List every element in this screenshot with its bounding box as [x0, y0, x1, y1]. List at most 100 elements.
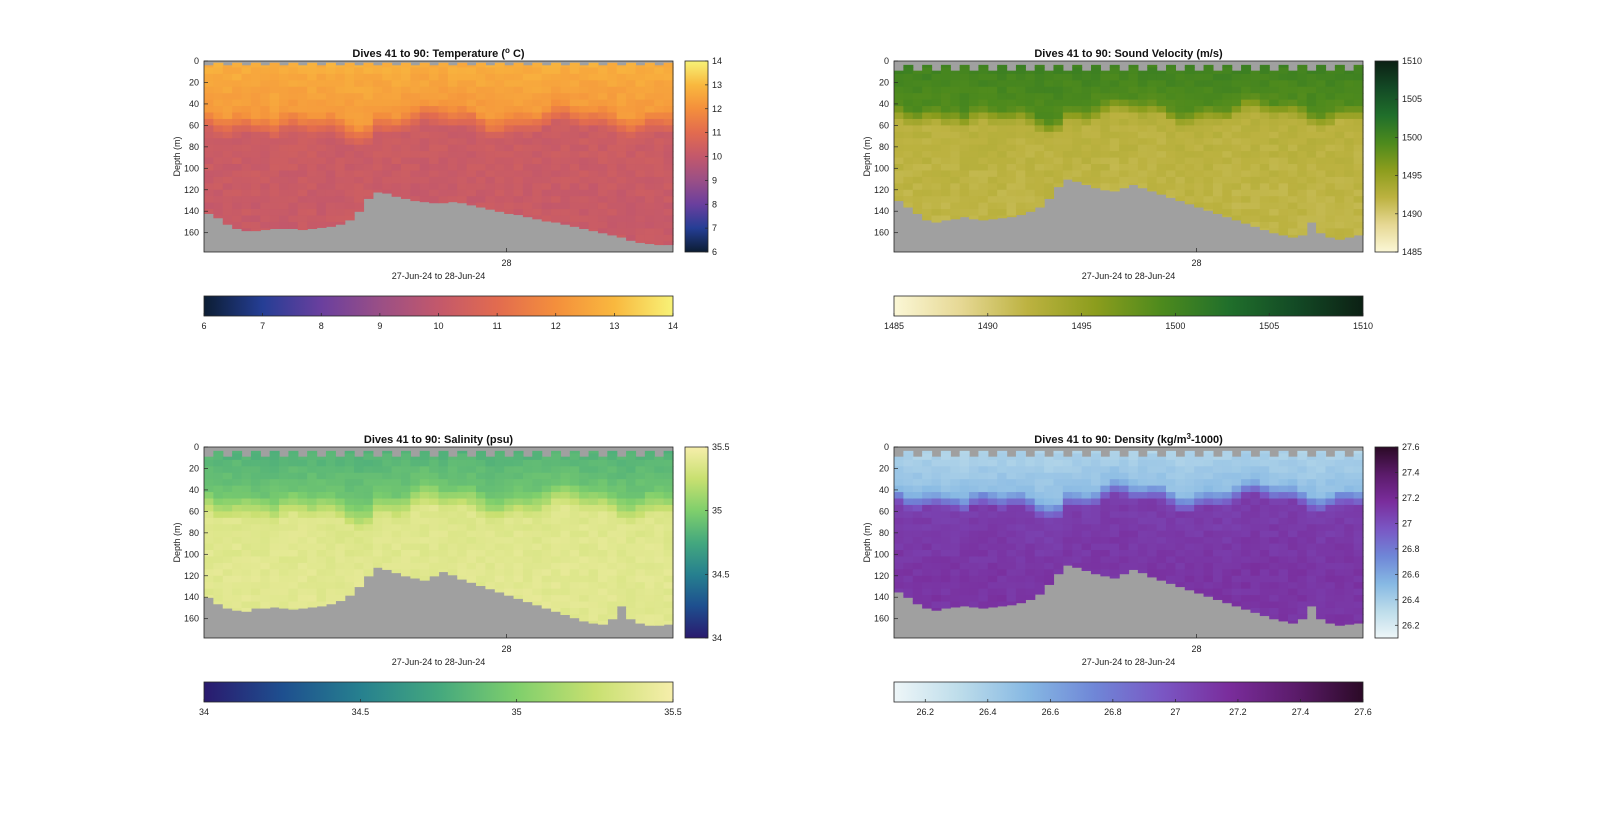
heatmap-cell — [551, 492, 562, 500]
heatmap-cell — [626, 530, 637, 538]
heatmap-cell — [940, 459, 951, 467]
heatmap-cell — [1015, 459, 1026, 467]
heatmap-cell — [903, 459, 914, 467]
heatmap-cell — [363, 479, 374, 487]
heatmap-cell — [335, 562, 346, 570]
heatmap-cell — [1353, 157, 1364, 165]
heatmap-cell — [1203, 588, 1214, 596]
heatmap-cell — [560, 504, 571, 512]
heatmap-cell — [1250, 472, 1261, 480]
heatmap-cell — [959, 99, 970, 107]
heatmap-cell — [438, 485, 449, 493]
heatmap-cell — [1259, 183, 1270, 191]
heatmap-cell — [1194, 459, 1205, 467]
heatmap-cell — [588, 93, 599, 101]
heatmap-cell — [950, 456, 961, 461]
heatmap-cell — [579, 196, 590, 204]
heatmap-cell — [1184, 189, 1195, 197]
heatmap-cell — [1231, 157, 1242, 165]
heatmap-cell — [494, 176, 505, 184]
heatmap-cell — [635, 164, 646, 172]
heatmap-cell — [429, 93, 440, 101]
heatmap-cell — [1090, 93, 1101, 101]
heatmap-cell — [912, 562, 923, 570]
heatmap-cell — [1194, 112, 1205, 120]
heatmap-cell — [1325, 569, 1336, 577]
heatmap-cell — [1334, 504, 1345, 512]
heatmap-cell — [232, 453, 243, 461]
heatmap-cell — [560, 99, 571, 107]
heatmap-cell — [232, 176, 243, 184]
heatmap-cell — [1156, 73, 1167, 81]
heatmap-cell — [213, 537, 224, 545]
heatmap-cell — [969, 183, 980, 191]
heatmap-cell — [297, 164, 308, 172]
heatmap-cell — [997, 498, 1008, 506]
heatmap-cell — [1062, 70, 1073, 75]
heatmap-cell — [912, 595, 923, 603]
heatmap-cell — [1259, 196, 1270, 204]
heatmap-cell — [931, 595, 942, 603]
heatmap-cell — [232, 517, 243, 525]
heatmap-cell — [903, 138, 914, 146]
heatmap-cell — [894, 118, 904, 126]
heatmap-cell — [532, 106, 543, 114]
heatmap-cell — [232, 466, 243, 474]
heatmap-cell — [644, 607, 655, 615]
heatmap-cell — [1166, 80, 1176, 88]
heatmap-cell — [476, 450, 486, 455]
heatmap-cell — [429, 65, 440, 69]
heatmap-cell — [447, 479, 458, 487]
heatmap-cell — [532, 601, 543, 606]
heatmap-cell — [1250, 607, 1261, 613]
heatmap-cell — [1353, 183, 1364, 191]
heatmap-cell — [1025, 70, 1036, 75]
heatmap-cell — [344, 511, 355, 519]
heatmap-cell — [1156, 466, 1167, 474]
heatmap-cell — [391, 472, 402, 480]
colorbar-horizontal — [203, 681, 674, 703]
heatmap-cell — [260, 138, 271, 146]
heatmap-cell — [1062, 80, 1073, 88]
heatmap-cell — [987, 466, 998, 474]
heatmap-cell — [335, 504, 346, 512]
heatmap-cell — [260, 80, 271, 88]
heatmap-cell — [288, 202, 299, 210]
heatmap-cell — [1306, 196, 1317, 204]
heatmap-cell — [1006, 543, 1017, 551]
heatmap-cell — [1090, 543, 1101, 551]
heatmap-cell — [1137, 176, 1148, 184]
heatmap-cell — [1053, 511, 1064, 519]
heatmap-cell — [250, 450, 261, 455]
heatmap-cell — [522, 125, 533, 133]
heatmap-cell — [1072, 453, 1083, 461]
heatmap-cell — [1175, 550, 1186, 558]
heatmap-cell — [1344, 209, 1355, 217]
heatmap-cell — [372, 485, 383, 493]
heatmap-cell — [1287, 221, 1298, 229]
heatmap-cell — [1297, 601, 1308, 609]
heatmap-cell — [1119, 80, 1130, 88]
heatmap-cell — [922, 479, 933, 487]
heatmap-cell — [429, 125, 440, 133]
heatmap-cell — [204, 575, 214, 583]
heatmap-cell — [626, 112, 637, 120]
heatmap-cell — [997, 450, 1008, 455]
heatmap-cell — [607, 228, 618, 236]
heatmap-cell — [344, 450, 355, 455]
heatmap-cell — [513, 164, 524, 172]
heatmap-cell — [429, 550, 440, 558]
heatmap-cell — [616, 575, 627, 583]
heatmap-cell — [344, 93, 355, 101]
heatmap-cell — [894, 183, 904, 191]
heatmap-cell — [204, 189, 214, 197]
colorbar-vertical-tick-label: 27 — [1402, 518, 1412, 528]
heatmap-cell — [1044, 485, 1055, 493]
heatmap-cell — [1344, 73, 1355, 81]
heatmap-cell — [903, 556, 914, 564]
heatmap-cell — [569, 450, 580, 455]
heatmap-cell — [260, 543, 271, 551]
heatmap-cell — [1147, 504, 1158, 512]
heatmap-cell — [260, 588, 271, 596]
heatmap-cell — [607, 196, 618, 204]
